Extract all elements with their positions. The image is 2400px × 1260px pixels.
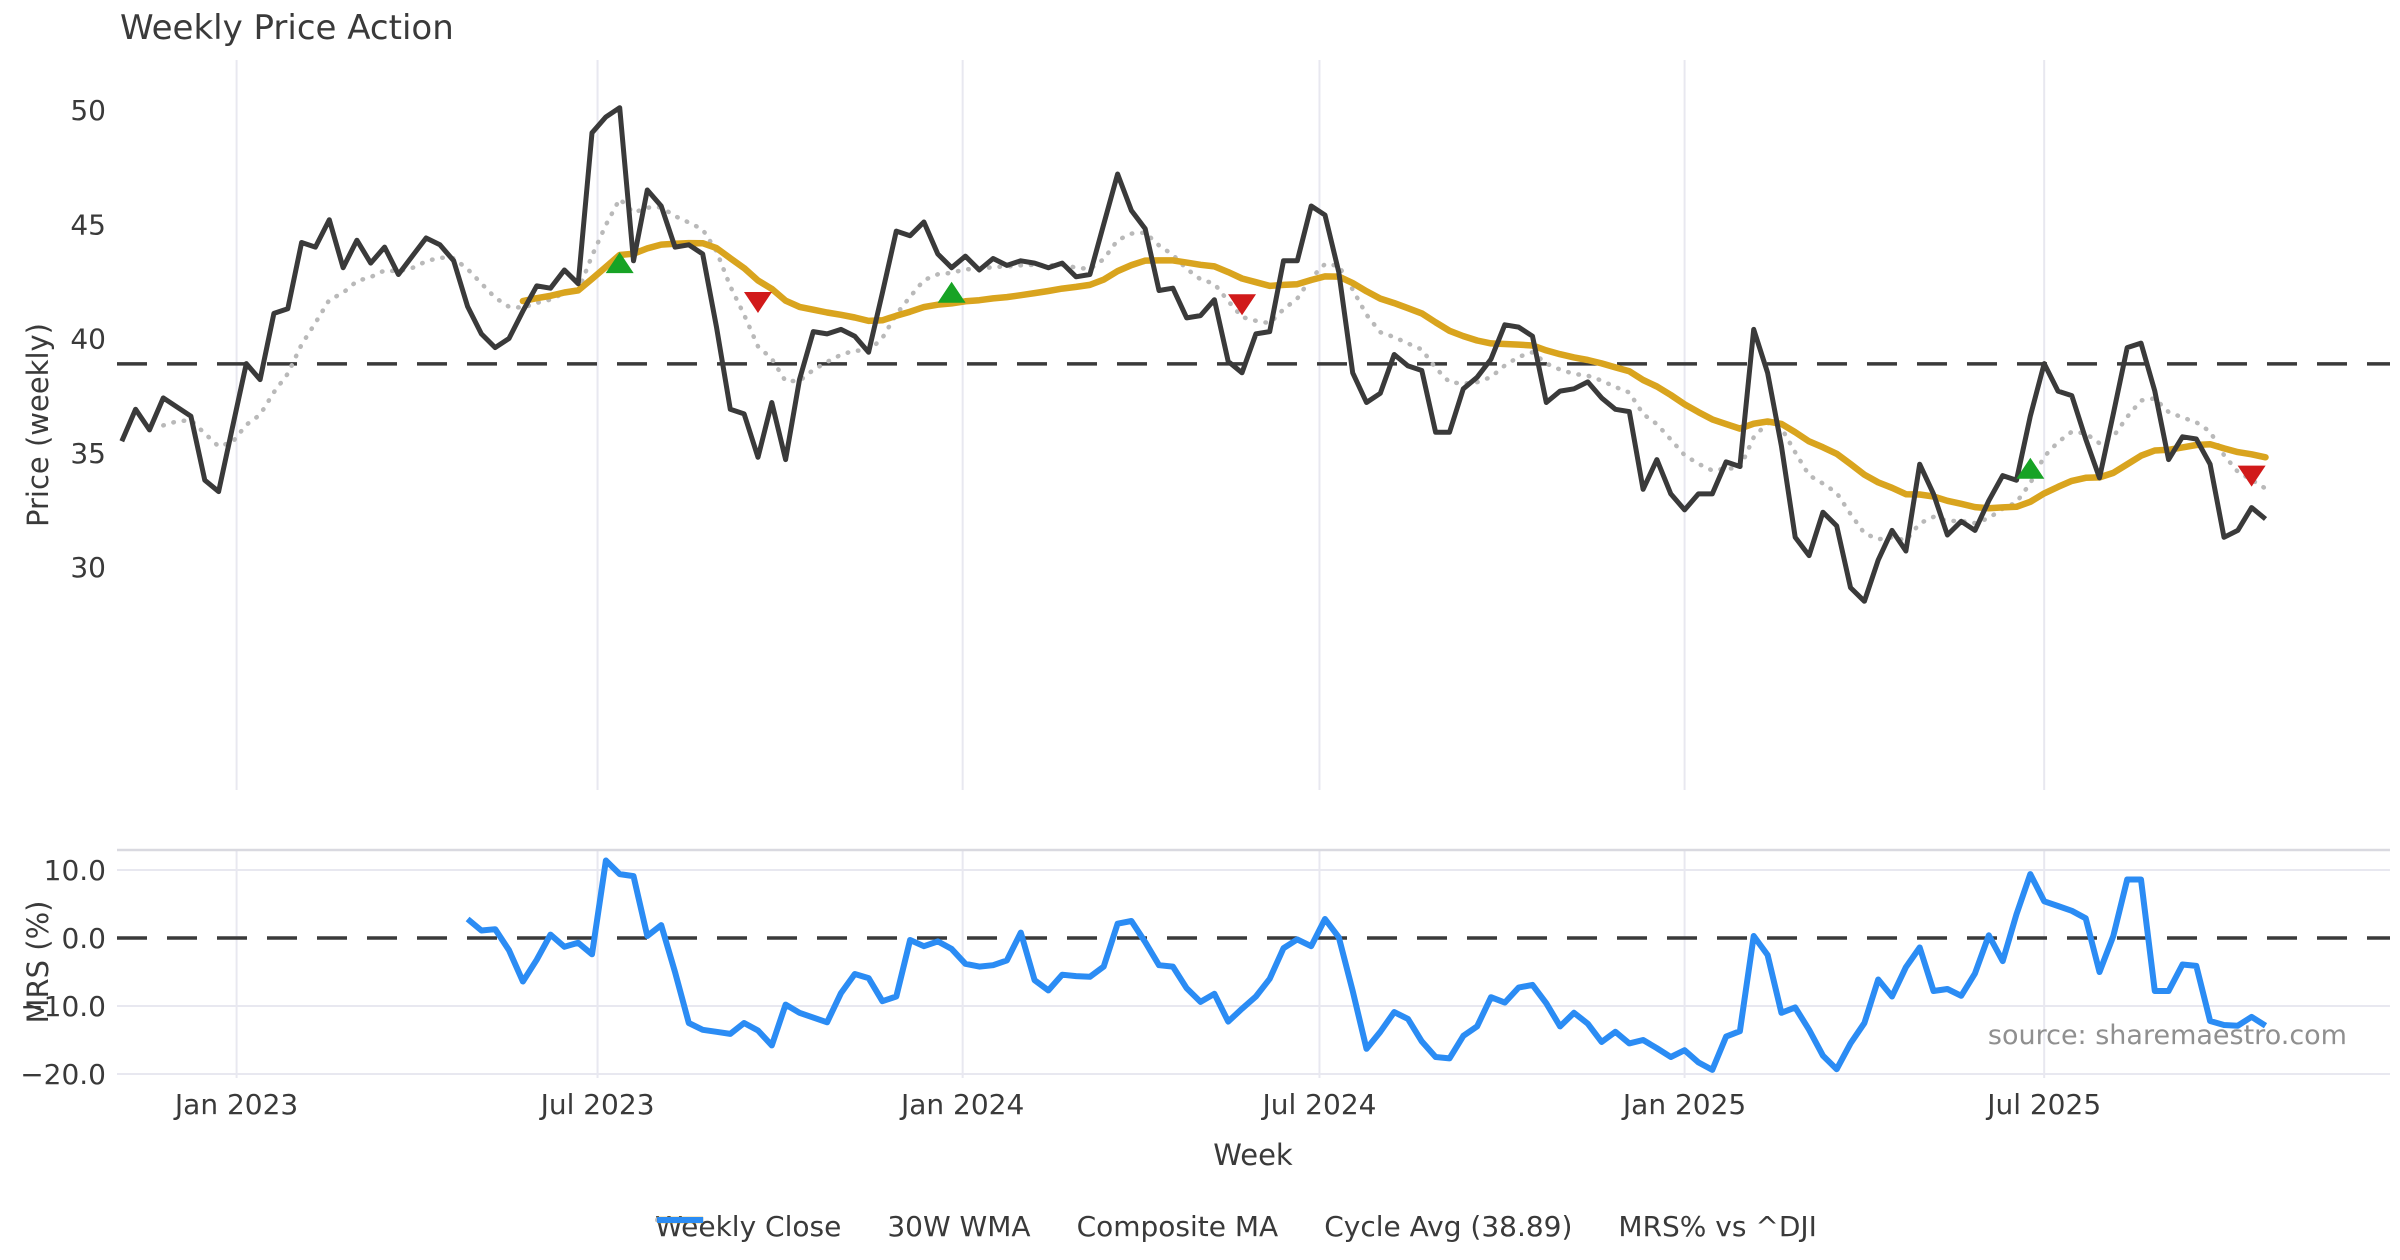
price-y-tick-label: 50 — [70, 94, 106, 127]
price-y-axis-label: Price (weekly) — [21, 322, 55, 528]
x-axis-label: Week — [1213, 1138, 1293, 1172]
mrs-y-tick-label: −10.0 — [20, 990, 106, 1023]
x-tick-label: Jan 2023 — [173, 1088, 298, 1121]
legend-label: Cycle Avg (38.89) — [1324, 1210, 1573, 1243]
chart-title: Weekly Price Action — [120, 8, 454, 48]
weekly-close-line — [119, 105, 2268, 604]
mrs-y-tick-label: −20.0 — [20, 1058, 106, 1091]
legend-label: Weekly Close — [655, 1210, 842, 1243]
legend-item: 30W WMA — [657, 1210, 1031, 1243]
legend-label: Composite MA — [1076, 1210, 1279, 1243]
legend-item: Composite MA — [655, 1210, 1279, 1243]
buy-marker — [2016, 457, 2045, 479]
x-tick-label: Jan 2025 — [1621, 1088, 1746, 1121]
x-tick-label: Jan 2024 — [899, 1088, 1024, 1121]
composite-ma-line — [161, 196, 2268, 543]
mrs-y-tick-label: 10.0 — [44, 854, 106, 887]
price-y-tick-label: 35 — [70, 437, 106, 470]
legend-label: MRS% vs ^DJI — [1618, 1210, 1817, 1243]
mrs-vs-dji-line — [465, 857, 2268, 1073]
legend-item: MRS% vs ^DJI — [657, 1210, 1817, 1243]
price-y-tick-label: 30 — [70, 551, 106, 584]
price-y-tick-label: 40 — [70, 323, 106, 356]
source-note: source: sharemaestro.com — [1987, 1020, 2347, 1051]
sell-marker — [2237, 465, 2266, 487]
sell-marker — [743, 291, 772, 313]
30w-wma-line — [519, 239, 2269, 512]
mrs-y-tick-label: 0.0 — [61, 922, 106, 955]
legend: Weekly Close 30W WMA Composite MA Cycle Avg… — [655, 1210, 1817, 1243]
price-y-tick-label: 45 — [70, 208, 106, 241]
x-tick-label: Jul 2023 — [539, 1088, 655, 1121]
sell-marker — [1228, 294, 1257, 316]
x-tick-label: Jul 2024 — [1261, 1088, 1377, 1121]
legend-item: Cycle Avg (38.89) — [657, 1210, 1573, 1243]
buy-marker — [605, 252, 634, 274]
buy-marker — [937, 281, 966, 303]
legend-label: 30W WMA — [887, 1210, 1031, 1243]
x-tick-label: Jul 2025 — [1985, 1088, 2101, 1121]
legend-swatch-solid — [657, 1217, 704, 1223]
mrs-y-axis-label: MRS (%) — [21, 900, 55, 1024]
